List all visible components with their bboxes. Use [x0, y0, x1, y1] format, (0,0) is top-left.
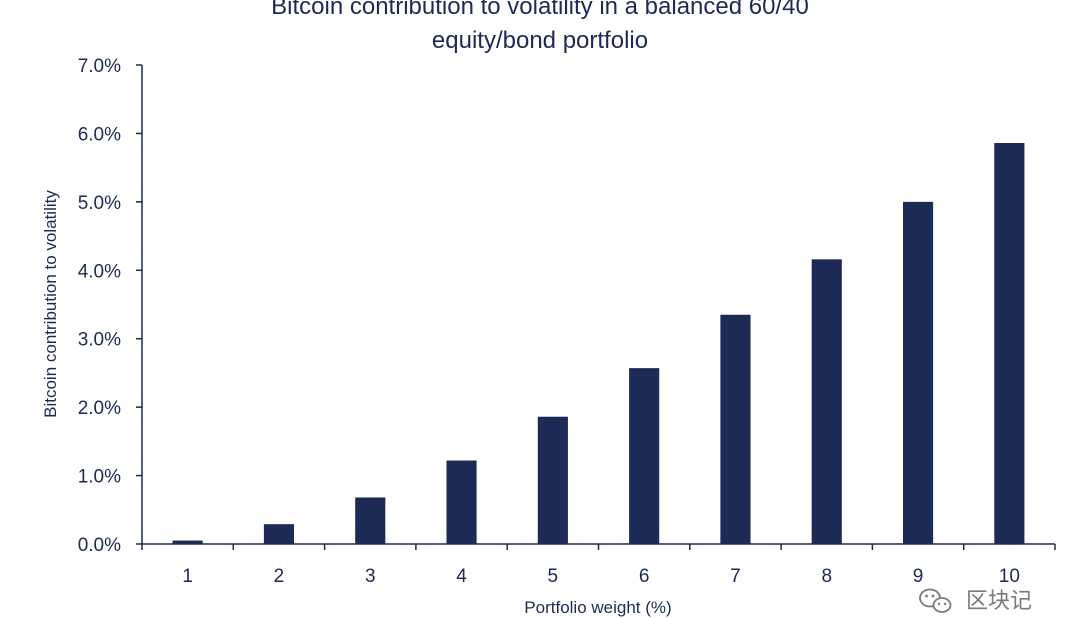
- x-tick-label: 8: [821, 566, 832, 587]
- watermark: 区块记: [919, 588, 1032, 614]
- bar-1: [172, 540, 203, 544]
- y-tick-label: 0.0%: [78, 535, 121, 556]
- x-tick-label: 5: [548, 566, 559, 587]
- watermark-text: 区块记: [966, 589, 1032, 614]
- y-axis-title: Bitcoin contribution to volatility: [41, 190, 60, 418]
- bar-2: [263, 524, 295, 544]
- x-tick-label: 6: [639, 566, 650, 587]
- chart-title: Bitcoin contribution to volatility in a …: [271, 0, 809, 54]
- bar-10: [994, 143, 1025, 544]
- x-tick-label: 7: [730, 566, 741, 587]
- y-tick-label: 2.0%: [78, 398, 121, 419]
- y-tick-label: 5.0%: [78, 193, 121, 214]
- y-axis: 0.0% 1.0% 2.0% 3.0% 4.0% 5.0% 6.0% 7.0%: [78, 56, 143, 556]
- y-tick-label: 1.0%: [78, 467, 121, 488]
- y-tick-label: 3.0%: [78, 330, 121, 351]
- x-axis: 1 2 3 4 5 6 7 8 9 10: [141, 543, 1056, 587]
- chart-title-line-2: equity/bond portfolio: [432, 27, 648, 54]
- y-tick-label: 7.0%: [78, 56, 121, 77]
- bar-6: [629, 368, 660, 544]
- bar-7: [720, 314, 751, 544]
- bar-8: [811, 259, 842, 544]
- bar-5: [537, 416, 568, 544]
- chart-title-line-1: Bitcoin contribution to volatility in a …: [271, 0, 809, 20]
- x-axis-title: Portfolio weight (%): [524, 598, 671, 617]
- bar-9: [902, 201, 934, 544]
- x-tick-label: 4: [456, 566, 467, 587]
- y-tick-label: 4.0%: [78, 261, 121, 282]
- bar-3: [355, 497, 386, 544]
- wechat-icon: [919, 588, 952, 613]
- bars: [172, 143, 1025, 544]
- x-tick-label: 3: [365, 566, 376, 587]
- x-tick-label: 10: [999, 566, 1020, 587]
- x-tick-label: 1: [182, 566, 193, 587]
- x-tick-label: 2: [274, 566, 285, 587]
- bar-4: [446, 460, 477, 544]
- y-tick-label: 6.0%: [78, 124, 121, 145]
- x-tick-label: 9: [913, 566, 924, 587]
